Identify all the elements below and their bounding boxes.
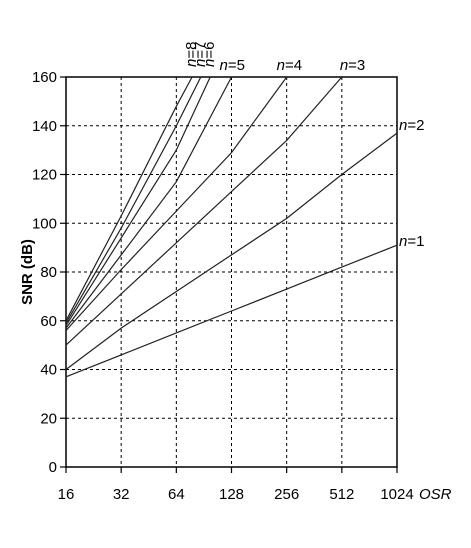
y-tick-label: 0 (49, 459, 57, 476)
tick-labels: 16 32 64 128 256 512 1024 0 20 40 60 80 100 120 140 160 (32, 69, 414, 503)
series-label-n-5: n=5 (220, 57, 245, 74)
y-tick-label: 60 (40, 313, 57, 330)
series-line-n-5 (65, 76, 233, 329)
series-label-n-3: n=3 (340, 57, 365, 74)
series-label-n-6: n=6 (201, 42, 218, 67)
y-tick-label: 40 (40, 362, 57, 379)
x-tick-label: 256 (274, 486, 299, 503)
series-line-n-6 (65, 76, 211, 326)
series-label-n-7: n=7 (192, 42, 209, 67)
series-label-n-4: n=4 (277, 57, 302, 74)
series-line-n-3 (65, 76, 343, 346)
grid (66, 77, 397, 467)
x-tick-label: 32 (113, 486, 130, 503)
x-tick-label: 64 (168, 486, 185, 503)
y-tick-label: 120 (32, 167, 57, 184)
y-tick-label: 160 (32, 69, 57, 86)
series-line-n-8 (65, 76, 193, 322)
y-tick-label: 80 (40, 264, 57, 281)
series-label-n-2: n=2 (399, 117, 424, 134)
axes (60, 76, 398, 473)
y-tick-label: 20 (40, 410, 57, 427)
series-line-n-4 (65, 76, 288, 331)
series-label-n-1: n=1 (399, 233, 424, 250)
series-line-n-2 (65, 132, 398, 370)
y-axis-label: SNR (dB) (19, 239, 36, 305)
y-tick-label: 100 (32, 215, 57, 232)
x-tick-label: 512 (329, 486, 354, 503)
series-line-n-1 (65, 244, 398, 378)
series-line-n-7 (65, 76, 202, 324)
x-tick-label: 128 (219, 486, 244, 503)
series-label-n-8: n=8 (183, 42, 200, 67)
series-labels: n=1 n=2 n=3 n=4 n=5n=6n=7n=8 (183, 42, 424, 251)
x-axis-label: OSR (419, 486, 452, 503)
y-tick-label: 140 (32, 118, 57, 135)
x-tick-label: 16 (58, 486, 75, 503)
series-lines (65, 76, 398, 378)
x-tick-label: 1024 (380, 486, 413, 503)
